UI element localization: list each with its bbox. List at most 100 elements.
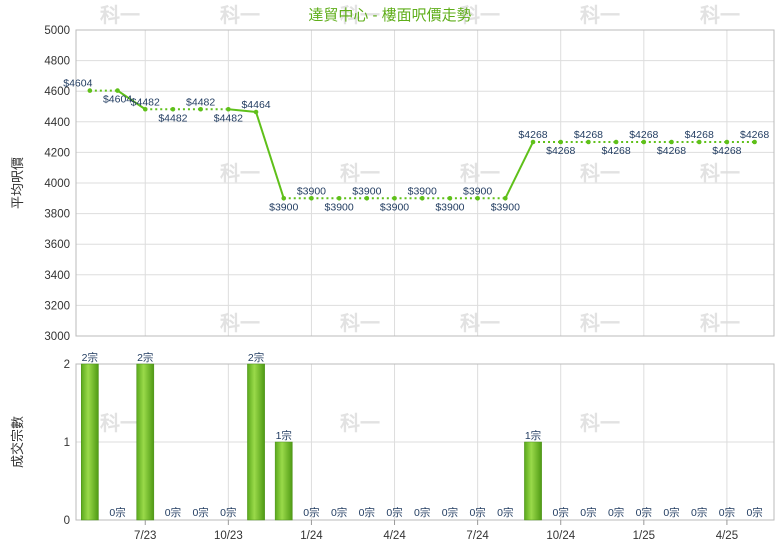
- volume-data-label: 2宗: [82, 351, 98, 364]
- watermark-text: 科一: [340, 411, 380, 435]
- price-line: $4604$4604$4482$4482$4482$4482$4464$3900…: [63, 78, 769, 214]
- watermark-text: 科一: [220, 311, 260, 335]
- volume-data-label: 0宗: [691, 506, 707, 519]
- price-data-label: $4268: [574, 129, 603, 141]
- price-data-label: $4482: [214, 112, 243, 124]
- price-data-label: $4482: [158, 112, 187, 124]
- price-data-label: $3900: [297, 185, 326, 197]
- x-tick-label: 10/24: [546, 530, 575, 542]
- price-data-label: $3900: [352, 185, 381, 197]
- price-data-label: $3900: [491, 201, 520, 213]
- watermark-text: 科一: [700, 311, 740, 335]
- volume-data-label: 0宗: [303, 506, 319, 519]
- volume-data-label: 0宗: [469, 506, 485, 519]
- x-tick-label: 1/24: [300, 530, 323, 542]
- volume-data-label: 0宗: [442, 506, 458, 519]
- watermark-text: 科一: [460, 161, 500, 185]
- watermark-text: 科一: [340, 3, 380, 27]
- volume-y-tick-label: 1: [64, 437, 70, 449]
- price-y-tick-label: 4200: [44, 147, 70, 159]
- watermark-text: 科一: [220, 3, 260, 27]
- price-point: [309, 196, 314, 201]
- price-point: [419, 196, 425, 201]
- volume-data-label: 0宗: [497, 506, 513, 519]
- x-ticks: 7/23 10/23 1/24 4/24 7/24 10/24 1/25 4/25: [134, 520, 738, 542]
- volume-grid: [76, 363, 774, 521]
- volume-bar: [247, 363, 265, 521]
- volume-data-label: 0宗: [331, 506, 347, 519]
- volume-data-label: 2宗: [137, 351, 153, 364]
- volume-data-label: 0宗: [746, 506, 762, 519]
- watermark-text: 科一: [580, 311, 620, 335]
- volume-data-label: 0宗: [719, 506, 735, 519]
- price-data-label: $4268: [685, 129, 714, 141]
- volume-y-tick-label: 2: [64, 359, 70, 371]
- volume-data-label: 1宗: [276, 429, 292, 442]
- watermark-text: 科一: [460, 3, 500, 27]
- price-grid: [76, 29, 774, 337]
- watermark-text: 科一: [220, 161, 260, 185]
- volume-data-label: 0宗: [109, 506, 125, 519]
- price-data-label: $4268: [546, 145, 575, 157]
- price-point: [336, 196, 342, 201]
- watermark-text: 科一: [340, 311, 380, 335]
- price-point: [724, 139, 730, 145]
- x-tick-label: 4/24: [383, 530, 406, 542]
- price-point: [364, 196, 370, 201]
- watermark-text: 科一: [460, 311, 500, 335]
- price-data-label: $4268: [740, 129, 769, 141]
- price-data-label: $3900: [269, 201, 298, 213]
- price-point: [613, 139, 619, 145]
- volume-data-label: 2宗: [248, 351, 264, 364]
- volume-data-label: 0宗: [663, 506, 679, 519]
- volume-data-label: 0宗: [636, 506, 652, 519]
- price-data-label: $4268: [602, 145, 631, 157]
- price-point: [752, 139, 757, 145]
- volume-data-label: 0宗: [192, 506, 208, 519]
- price-data-label: $3900: [463, 185, 492, 197]
- volume-y-ticks: 0 1 2: [64, 359, 70, 527]
- price-y-tick-label: 3600: [44, 239, 70, 251]
- x-tick-label: 4/25: [716, 530, 738, 542]
- price-line-segment: [255, 111, 285, 199]
- price-line-segment: [504, 141, 534, 199]
- volume-y-axis-label: 成交宗數: [10, 416, 25, 468]
- price-data-label: $4268: [518, 129, 547, 141]
- price-point: [503, 196, 508, 201]
- price-line-segment: [228, 108, 257, 114]
- price-y-tick-label: 4000: [44, 178, 70, 190]
- volume-data-label: 1宗: [525, 429, 541, 442]
- price-data-label: $4268: [712, 145, 741, 157]
- price-point: [115, 88, 120, 93]
- price-point: [87, 88, 93, 93]
- x-tick-label: 1/25: [633, 530, 655, 542]
- price-plot-frame: [75, 29, 775, 337]
- volume-bar: [81, 363, 99, 521]
- volume-bar: [136, 363, 155, 521]
- volume-data-label: 0宗: [165, 506, 181, 519]
- price-point: [475, 196, 480, 201]
- price-point: [669, 139, 674, 145]
- price-data-label: $4268: [657, 145, 686, 157]
- price-data-label: $4482: [186, 96, 215, 108]
- volume-bar: [524, 441, 542, 521]
- price-point: [641, 139, 647, 145]
- price-point: [392, 196, 397, 201]
- price-y-tick-label: 5000: [44, 25, 70, 37]
- volume-data-label: 0宗: [580, 506, 596, 519]
- price-data-label: $4482: [131, 96, 160, 108]
- watermark-text: 科一: [700, 3, 740, 27]
- chart-title: 達貿中心 - 樓面呎價走勢: [308, 7, 471, 24]
- price-line-segment: [116, 89, 146, 111]
- price-data-label: $4604: [103, 94, 132, 106]
- price-data-label: $3900: [435, 201, 464, 213]
- price-point: [170, 106, 176, 112]
- price-data-label: $4268: [629, 129, 658, 141]
- watermark-text: 科一: [700, 161, 740, 185]
- watermark-text: 科一: [100, 3, 140, 27]
- price-point: [447, 196, 453, 201]
- watermark-text: 科一: [580, 3, 620, 27]
- price-data-label: $3900: [380, 201, 409, 213]
